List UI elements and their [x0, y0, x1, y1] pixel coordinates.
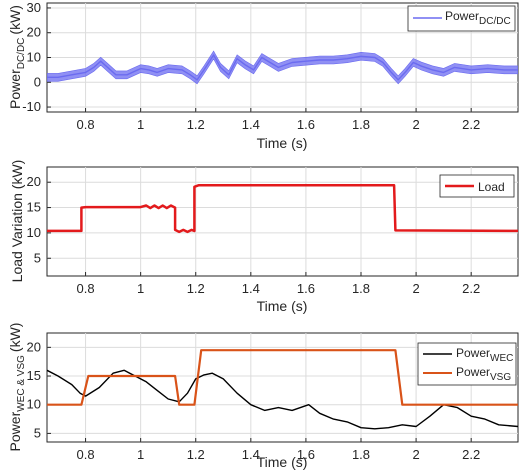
y-tick-label: 20: [27, 174, 41, 189]
grid: [47, 3, 518, 112]
x-tick-label: 1.6: [297, 281, 315, 296]
y-tick-label: 30: [27, 0, 41, 15]
y-axis-label-sub: WEC & VSG: [16, 355, 27, 412]
y-tick-label: 5: [34, 425, 41, 440]
x-tick-label: 1: [137, 117, 144, 132]
y-tick-label: -10: [22, 99, 41, 114]
legend-label-load: Load: [478, 180, 505, 194]
y-tick-label: 15: [27, 200, 41, 215]
legend: Load: [439, 174, 515, 198]
y-axis-label-unit: (kW): [7, 5, 23, 35]
y-axis-label: PowerDC/DC (kW): [7, 5, 27, 109]
x-tick-label: 1.8: [352, 447, 370, 462]
x-tick-label: 1.8: [352, 281, 370, 296]
chart-power-wec-vsg: 0.8 1 1.2 1.4 1.6 1.8 2 2.2 5 10 15 20 Time (s) Pow…: [7, 323, 519, 470]
series-layer: [47, 50, 518, 85]
ticks: 0.8 1 1.2 1.4 1.6 1.8 2 2.2 5 10 15 20: [27, 174, 481, 296]
x-tick-label: 2.2: [462, 281, 480, 296]
chart-load-variation: 0.8 1 1.2 1.4 1.6 1.8 2 2.2 5 10 15 20 Time (s) Loa…: [9, 160, 519, 314]
legend-box: [439, 174, 515, 198]
x-tick-label: 1.2: [187, 447, 205, 462]
y-tick-label: 0: [34, 74, 41, 89]
ticks: 0.8 1 1.2 1.4 1.6 1.8 2 2.2 -10 0 10 20 30: [22, 0, 480, 132]
y-axis-label-main: Power: [7, 69, 23, 109]
series-layer: [47, 349, 518, 430]
series-line-power-dc-dc: [47, 54, 518, 81]
x-tick-label: 1.2: [187, 117, 205, 132]
x-tick-label: 2: [412, 281, 419, 296]
x-tick-label: 1.6: [297, 447, 315, 462]
y-tick-label: 20: [27, 25, 41, 40]
y-axis-label: PowerWEC & VSG (kW): [7, 323, 27, 452]
ticks: 0.8 1 1.2 1.4 1.6 1.8 2 2.2 5 10 15 20: [27, 339, 481, 462]
x-axis-label: Time (s): [257, 298, 308, 314]
x-tick-label: 1.4: [242, 117, 260, 132]
y-axis-label-sub: DC/DC: [16, 38, 27, 70]
y-tick-label: 20: [27, 339, 41, 354]
y-axis-label: Load Variation (kW): [9, 160, 25, 283]
x-tick-label: 1.4: [242, 447, 260, 462]
y-tick-label: 10: [27, 397, 41, 412]
legend-label-power-dcdc: PowerDC/DC: [445, 9, 511, 27]
y-tick-label: 10: [27, 50, 41, 65]
x-tick-label: 1.6: [297, 117, 315, 132]
series-line-power-vsg: [47, 349, 518, 406]
series-band-power-dc-dc: [47, 50, 518, 85]
x-tick-label: 2.2: [462, 447, 480, 462]
x-tick-label: 0.8: [77, 281, 95, 296]
legend: PowerDC/DC: [407, 5, 516, 32]
y-axis-label-main: Power: [7, 411, 23, 451]
x-tick-label: 2: [412, 117, 419, 132]
x-tick-label: 1.4: [242, 281, 260, 296]
x-axis-label: Time (s): [257, 135, 308, 151]
y-tick-label: 15: [27, 368, 41, 383]
x-tick-label: 0.8: [77, 117, 95, 132]
series-line-power-wec: [47, 369, 518, 430]
x-tick-label: 2.2: [462, 117, 480, 132]
x-tick-label: 1: [137, 447, 144, 462]
x-tick-label: 2: [412, 447, 419, 462]
legend-label-power-wec: PowerWEC: [456, 346, 513, 364]
y-tick-label: 5: [34, 250, 41, 265]
x-axis-label: Time (s): [257, 454, 308, 470]
x-tick-label: 1.8: [352, 117, 370, 132]
x-tick-label: 1.2: [187, 281, 205, 296]
legend-label-power-vsg: PowerVSG: [456, 365, 511, 383]
series-layer: [47, 184, 518, 234]
x-tick-label: 0.8: [77, 447, 95, 462]
legend: PowerWEC PowerVSG: [417, 342, 517, 386]
x-tick-label: 1: [137, 281, 144, 296]
series-line-load: [47, 184, 518, 234]
y-tick-label: 10: [27, 225, 41, 240]
y-axis-label-unit: (kW): [7, 323, 23, 353]
legend-box: [417, 342, 517, 386]
